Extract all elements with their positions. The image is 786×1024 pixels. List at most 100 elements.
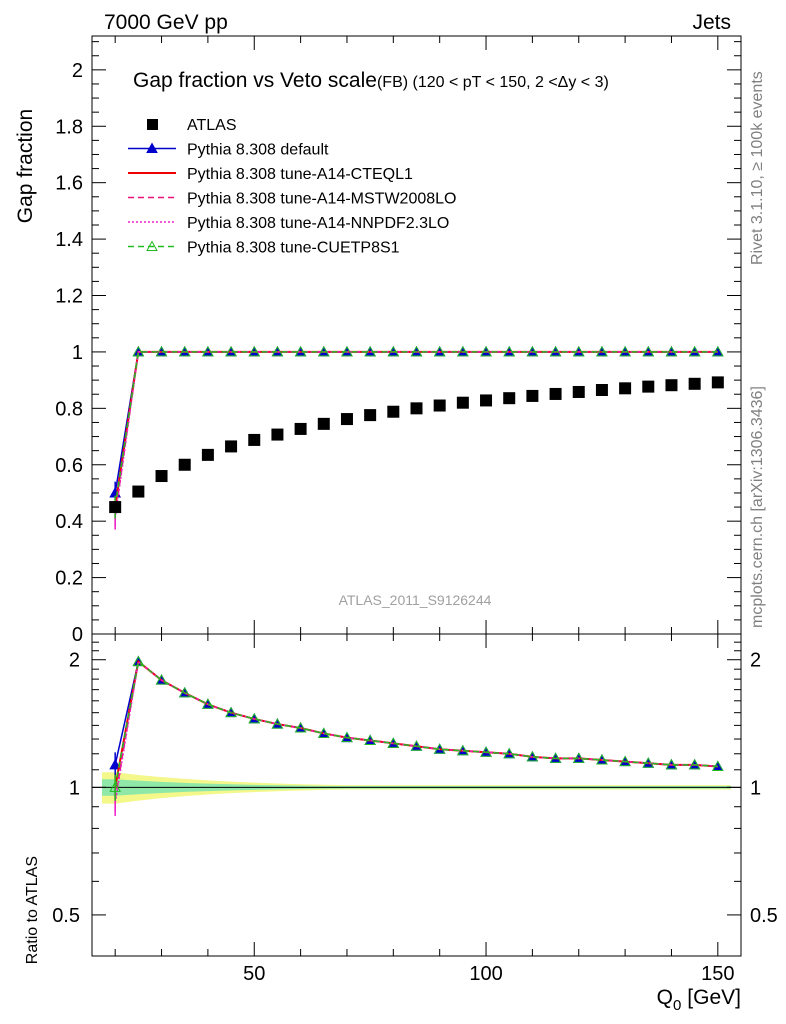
- atlas-point: [549, 387, 562, 400]
- chart-title: Gap fraction vs Veto scale(FB) (120 < pT…: [133, 69, 609, 92]
- x-axis-label: Q0 [GeV]: [657, 986, 741, 1014]
- atlas-point: [410, 402, 423, 415]
- series-point-ratio: [225, 706, 237, 718]
- series-point-ratio: [132, 655, 145, 667]
- atlas-point: [619, 382, 632, 395]
- atlas-point: [595, 384, 608, 397]
- series-point: [526, 345, 539, 357]
- atlas-point: [109, 501, 122, 514]
- series-point: [642, 345, 655, 357]
- legend-label: Pythia 8.308 tune-A14-NNPDF2.3LO: [187, 215, 449, 232]
- series-point: [271, 345, 284, 357]
- series-point: [155, 345, 168, 357]
- legend-label: Pythia 8.308 tune-A14-CTEQL1: [187, 166, 413, 183]
- atlas-point: [201, 448, 214, 461]
- series-point: [248, 345, 261, 357]
- y-tick-label-main: 1.8: [55, 116, 83, 138]
- series-point: [294, 345, 307, 357]
- series-line-ratio: [114, 659, 718, 788]
- atlas-point: [665, 379, 678, 392]
- series-point-ratio: [271, 718, 284, 729]
- atlas-point: [503, 392, 516, 405]
- atlas-point: [480, 394, 493, 407]
- x-tick-label: 50: [243, 963, 265, 985]
- x-axis-label-main: Q: [657, 986, 673, 1009]
- series-point-ratio: [688, 758, 701, 770]
- series-point-ratio: [248, 712, 261, 724]
- series-line-ratio: [114, 660, 718, 799]
- mcplots-label: mcplots.cern.ch [arXiv:1306.3436]: [749, 386, 766, 628]
- series-line-ratio: [114, 660, 718, 788]
- ratio-panel-frame: [91, 633, 742, 957]
- y-tick-label-main: 1.2: [55, 286, 83, 308]
- series-point: [457, 345, 469, 357]
- series-line-main: [114, 350, 718, 508]
- legend-marker: [146, 240, 158, 251]
- series-point-ratio: [433, 743, 446, 754]
- legend-entry: Pythia 8.308 default: [128, 142, 329, 159]
- series-point: [688, 345, 701, 357]
- series-point-ratio: [457, 744, 469, 756]
- y-tick-label-main: 0: [72, 624, 83, 646]
- atlas-point: [225, 440, 238, 453]
- series-point: [503, 345, 516, 357]
- atlas-point: [711, 376, 724, 389]
- series-point-ratio: [619, 755, 631, 767]
- atlas-point: [456, 396, 469, 409]
- data-series: [109, 345, 724, 817]
- atlas-point: [572, 385, 585, 398]
- series-point: [711, 345, 724, 357]
- series-point: [480, 345, 492, 357]
- y-tick-label-ratio-right: 1: [750, 777, 761, 799]
- series-point-ratio: [202, 698, 214, 709]
- legend-entry: Pythia 8.308 tune-CUETP8S1: [128, 240, 400, 257]
- series-point: [433, 345, 446, 357]
- y-tick-label-main: 1.6: [55, 173, 83, 195]
- legend-marker: [147, 119, 158, 130]
- series-point: [364, 345, 376, 357]
- series-point-ratio: [109, 758, 122, 770]
- series-point: [202, 345, 214, 357]
- atlas-point: [132, 485, 145, 498]
- series-point: [178, 345, 191, 357]
- rivet-label: Rivet 3.1.10, ≥ 100k events: [749, 71, 766, 265]
- series-point-ratio: [364, 734, 376, 745]
- series-point: [665, 345, 678, 357]
- series-point: [572, 345, 585, 357]
- atlas-point: [642, 380, 655, 393]
- legend: ATLAS Pythia 8.308 default Pythia 8.308 tu…: [128, 117, 456, 257]
- header-left: 7000 GeV pp: [104, 11, 228, 34]
- series-point-ratio: [387, 737, 400, 748]
- series-point: [225, 345, 237, 357]
- series-line-main: [114, 351, 718, 494]
- legend-label: Pythia 8.308 tune-A14-MSTW2008LO: [187, 191, 456, 208]
- legend-label: Pythia 8.308 tune-CUETP8S1: [187, 240, 400, 257]
- series-point: [549, 345, 562, 357]
- atlas-point: [248, 433, 261, 446]
- series-point-ratio: [155, 674, 168, 685]
- series-point-ratio: [549, 752, 562, 763]
- atlas-point: [433, 399, 446, 412]
- series-5: [109, 345, 724, 801]
- atlas-point: [340, 413, 353, 426]
- series-point-ratio: [503, 747, 516, 759]
- x-tick-label: 150: [701, 963, 734, 985]
- y-tick-label-main: 0.8: [55, 398, 83, 420]
- series-point-ratio: [642, 757, 655, 768]
- series-2: [114, 350, 718, 801]
- y-axis-label-main: Gap fraction: [14, 109, 37, 223]
- series-line-main: [114, 351, 718, 519]
- series-line-ratio: [114, 660, 718, 803]
- chart-title-main: Gap fraction vs Veto scale: [133, 69, 377, 92]
- y-tick-label-main: 1.4: [55, 229, 83, 251]
- ratio-uncertainty-bands: [92, 772, 741, 804]
- y-tick-label-ratio-right: 0.5: [750, 905, 778, 927]
- series-point-ratio: [178, 686, 191, 698]
- series-point: [410, 345, 423, 357]
- axis-ticks: [92, 36, 741, 956]
- legend-entry: Pythia 8.308 tune-A14-MSTW2008LO: [128, 191, 456, 208]
- y-tick-label-ratio: 0.5: [52, 905, 80, 927]
- series-point-ratio: [410, 740, 423, 751]
- x-axis-label-subscript: 0: [673, 997, 681, 1014]
